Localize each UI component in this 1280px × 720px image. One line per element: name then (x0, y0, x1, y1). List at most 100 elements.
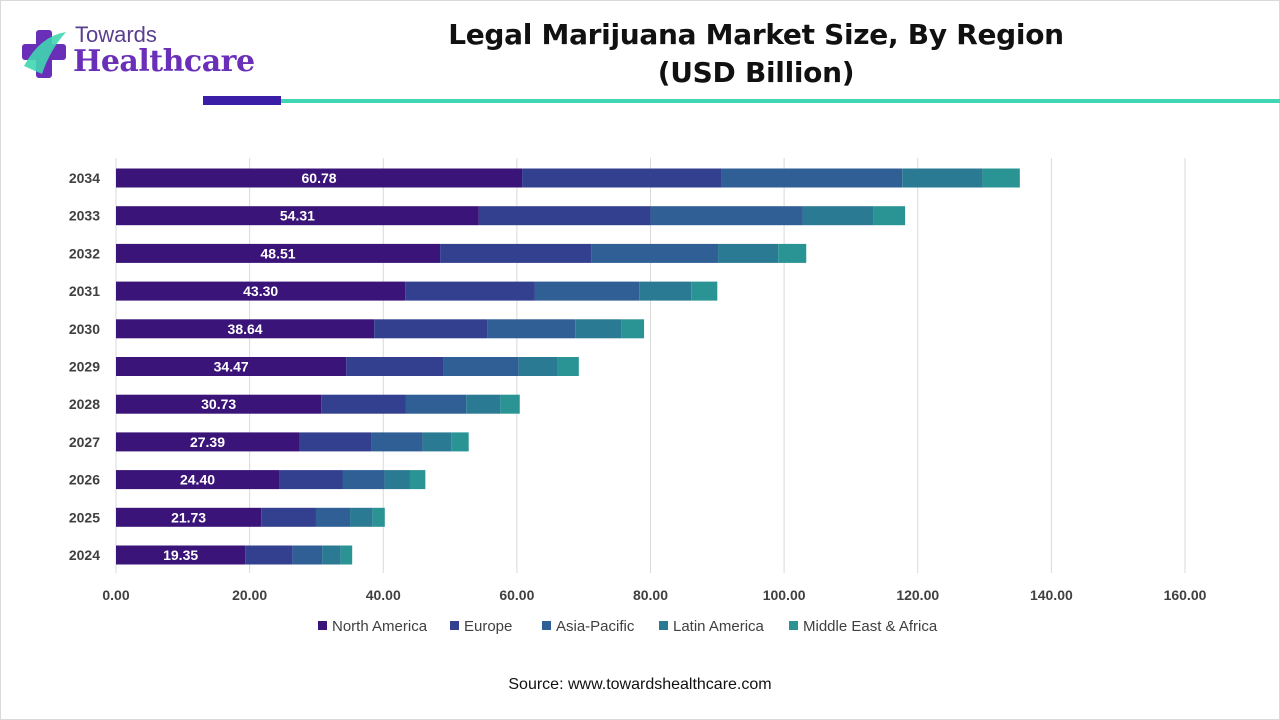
bar-segment (116, 394, 322, 414)
data-label: 21.73 (171, 509, 206, 525)
legend-label: Middle East & Africa (803, 618, 938, 635)
data-label: 30.73 (201, 396, 236, 412)
bar-segment (315, 507, 351, 527)
bar-segment (650, 206, 803, 226)
data-label: 43.30 (243, 283, 278, 299)
bar-segment (500, 394, 520, 414)
bar-segment (621, 319, 645, 339)
x-tick-label: 140.00 (1030, 587, 1073, 603)
bar-segment (522, 168, 722, 188)
chart-title: Legal Marijuana Market Size, By Region (… (380, 16, 1132, 92)
y-category-label: 2025 (69, 509, 100, 525)
brand-bottom-text: Healthcare (73, 44, 255, 79)
x-tick-label: 100.00 (763, 587, 806, 603)
bar-segment (451, 432, 469, 452)
bar-segment (873, 206, 906, 226)
bar-segment (350, 507, 373, 527)
x-tick-label: 80.00 (633, 587, 668, 603)
medical-cross-icon (22, 30, 66, 78)
x-tick-label: 120.00 (896, 587, 939, 603)
legend-swatch (318, 621, 327, 630)
bar-segment (440, 243, 592, 263)
bar-segment (298, 432, 372, 452)
bar-segment (245, 545, 293, 565)
bar-segment (372, 507, 385, 527)
data-label: 34.47 (214, 359, 249, 375)
y-category-label: 2030 (69, 321, 100, 337)
bar-segment (409, 470, 426, 490)
brand-top-text: Towards (75, 22, 157, 47)
bar-segment (466, 394, 501, 414)
bar-segment (279, 470, 343, 490)
bar-segment (346, 357, 444, 376)
y-category-label: 2029 (69, 359, 100, 375)
bar-segment (342, 470, 385, 490)
bar-segment (405, 394, 467, 414)
y-category-label: 2026 (69, 472, 100, 488)
bar-segment (982, 168, 1020, 188)
title-underline-accent (203, 96, 281, 105)
bar-segment (261, 507, 316, 527)
x-tick-label: 40.00 (366, 587, 401, 603)
bar-segment (116, 243, 441, 263)
x-tick-label: 0.00 (102, 587, 129, 603)
bar-segment (691, 281, 718, 301)
y-category-label: 2028 (69, 396, 100, 412)
data-label: 54.31 (280, 208, 315, 224)
x-tick-label: 20.00 (232, 587, 267, 603)
brand-logo: Towards Healthcare (20, 22, 260, 84)
bar-segment (557, 357, 579, 376)
bar-segment (518, 357, 558, 376)
bar-segment (116, 470, 280, 490)
legend-label: North America (332, 618, 428, 635)
y-category-label: 2034 (69, 170, 100, 186)
bar-segment (384, 470, 410, 490)
bar-segment (778, 243, 807, 263)
legend-swatch (789, 621, 798, 630)
bar-segment (116, 168, 523, 188)
bar-segment (340, 545, 353, 565)
source-note: Source: www.towardshealthcare.com (508, 676, 772, 693)
bar-segment (721, 168, 903, 188)
y-category-label: 2024 (69, 547, 100, 563)
data-label: 19.35 (163, 547, 198, 563)
legend-label: Europe (464, 618, 512, 635)
data-label: 27.39 (190, 434, 225, 450)
x-tick-label: 60.00 (499, 587, 534, 603)
bar-segment (639, 281, 692, 301)
legend-label: Latin America (673, 618, 765, 635)
x-tick-label: 160.00 (1164, 587, 1207, 603)
bar-segment (116, 357, 347, 376)
bar-segment (116, 507, 262, 527)
bar-segment (322, 545, 341, 565)
y-category-label: 2031 (69, 283, 100, 299)
data-label: 48.51 (261, 245, 296, 261)
bar-segment (116, 545, 246, 565)
y-category-label: 2033 (69, 208, 100, 224)
bar-segment (371, 432, 423, 452)
data-label: 60.78 (302, 170, 337, 186)
y-category-label: 2027 (69, 434, 100, 450)
title-underline-rule (281, 99, 1280, 103)
data-label: 24.40 (180, 472, 215, 488)
bar-segment (374, 319, 488, 339)
bar-segment (321, 394, 406, 414)
y-category-label: 2032 (69, 245, 100, 261)
bar-segment (405, 281, 535, 301)
chart-title-line1: Legal Marijuana Market Size, By Region (448, 18, 1064, 51)
legend-swatch (659, 621, 668, 630)
bar-segment (575, 319, 622, 339)
bar-segment (443, 357, 519, 376)
legend-swatch (542, 621, 551, 630)
bar-segment (718, 243, 779, 263)
bar-segment (591, 243, 719, 263)
bar-segment (487, 319, 576, 339)
bar-segment (902, 168, 983, 188)
data-label: 38.64 (228, 321, 263, 337)
bar-segment (802, 206, 874, 226)
bar-segment (116, 281, 406, 301)
legend-swatch (450, 621, 459, 630)
bar-segment (292, 545, 323, 565)
bar-segment (116, 432, 299, 452)
